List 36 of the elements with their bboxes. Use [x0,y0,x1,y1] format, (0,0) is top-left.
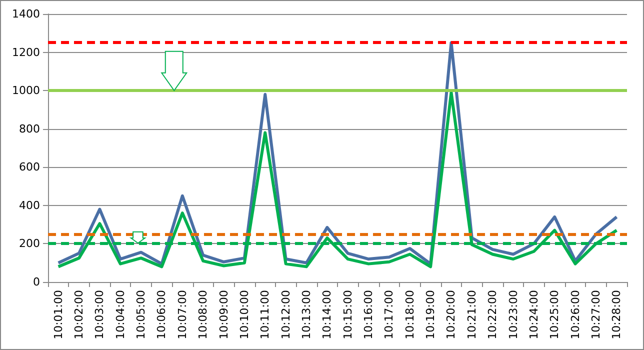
x-tick-label: 10:10:00 [238,290,251,340]
x-tick-label: 10:07:00 [176,290,189,340]
x-tick-label: 10:21:00 [465,290,478,340]
x-tick-label: 10:15:00 [341,290,354,340]
x-tick-label: 10:19:00 [424,290,438,340]
x-tick-label: 10:06:00 [155,290,168,340]
x-tick-label: 10:16:00 [362,290,376,340]
y-tick-label: 1000 [12,84,40,98]
x-tick-label: 10:26:00 [568,290,582,340]
y-tick-label: 1200 [12,46,40,59]
x-tick-label: 10:23:00 [506,290,520,340]
x-tick-label: 10:09:00 [217,290,230,340]
x-tick-label: 10:27:00 [589,290,602,340]
x-tick-label: 10:03:00 [93,290,106,340]
x-tick-label: 10:12:00 [279,290,292,340]
x-tick-label: 10:04:00 [114,290,127,340]
x-tick-label: 10:13:00 [300,290,313,340]
x-tick-label: 10:08:00 [196,290,210,340]
x-tick-label: 10:28:00 [610,290,624,340]
y-tick-label: 200 [19,237,40,250]
x-tick-label: 10:02:00 [72,290,86,340]
x-tick-label: 10:05:00 [134,290,148,340]
y-tick-label: 400 [19,198,40,212]
x-tick-label: 10:25:00 [548,290,562,340]
x-tick-label: 10:01:00 [52,290,65,340]
x-tick-label: 10:20:00 [444,290,458,340]
y-tick-label: 600 [19,160,40,174]
y-tick-label: 1400 [12,8,40,20]
x-tick-label: 10:14:00 [320,290,334,340]
x-tick-label: 10:17:00 [382,290,396,340]
y-tick-label: 0 [33,276,40,288]
x-tick-label: 10:22:00 [486,290,500,340]
x-tick-label: 10:11:00 [258,290,272,340]
x-tick-label: 10:18:00 [403,290,416,340]
y-tick-label: 800 [19,122,40,136]
x-tick-label: 10:24:00 [527,290,540,340]
